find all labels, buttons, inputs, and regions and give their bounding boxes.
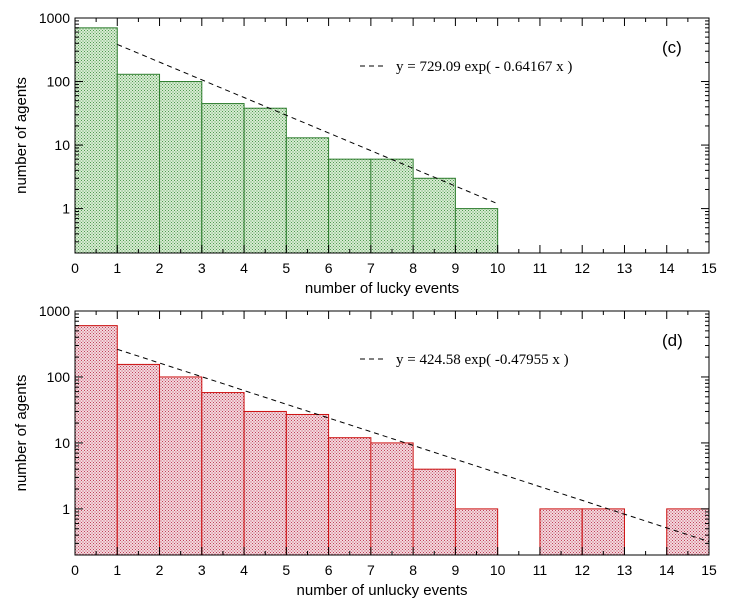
x-tick-label-c-12: 12 <box>574 260 590 276</box>
x-tick-label-d-3: 3 <box>198 562 206 578</box>
bar-c-0 <box>74 27 118 254</box>
bar-c-9 <box>454 208 499 254</box>
x-tick-label-d-7: 7 <box>367 562 375 578</box>
bar-d-12 <box>581 508 625 556</box>
bar-c-3 <box>201 103 245 254</box>
y-tick-label-c-100: 100 <box>47 74 71 90</box>
bar-c-2 <box>159 81 203 254</box>
x-tick-label-d-12: 12 <box>574 562 590 578</box>
bar-d-7 <box>370 442 414 556</box>
bar-d-3 <box>201 392 245 556</box>
x-tick-label-d-11: 11 <box>533 562 548 578</box>
bar-c-7 <box>370 158 414 254</box>
x-tick-label-d-10: 10 <box>490 562 506 578</box>
bar-d-2 <box>159 376 203 556</box>
fit-line-c <box>117 43 498 205</box>
x-tick-label-c-13: 13 <box>617 260 633 276</box>
x-tick-label-c-4: 4 <box>240 260 248 276</box>
x-axis-title-d: number of unlucky events <box>297 582 468 599</box>
x-tick-label-c-1: 1 <box>113 260 121 276</box>
y-axis-title-c: number of agents <box>13 77 30 194</box>
legend-text-d: y = 424.58 exp( -0.47955 x ) <box>396 352 569 368</box>
bars-d <box>74 325 710 556</box>
bar-c-6 <box>328 158 372 254</box>
bar-d-5 <box>285 413 330 556</box>
bar-d-0 <box>74 325 118 556</box>
x-tick-label-d-8: 8 <box>409 562 417 578</box>
y-tick-label-d-1000: 1000 <box>39 303 70 319</box>
x-tick-labels-d: 0 1 2 3 4 5 6 7 8 9 10 11 12 13 14 15 <box>71 562 717 578</box>
x-tick-label-c-14: 14 <box>659 260 675 276</box>
x-tick-label-d-9: 9 <box>452 562 460 578</box>
panel-label-d: (d) <box>662 331 683 350</box>
bar-d-14 <box>666 508 710 556</box>
x-tick-label-d-5: 5 <box>282 562 290 578</box>
ticks-d <box>74 310 710 556</box>
y-tick-labels-d: 1000 100 10 1 <box>39 303 70 517</box>
x-tick-label-c-8: 8 <box>409 260 417 276</box>
legend-text-c: y = 729.09 exp( - 0.64167 x ) <box>396 59 572 75</box>
panel-label-c: (c) <box>662 38 682 57</box>
x-tick-label-d-0: 0 <box>71 562 79 578</box>
x-tick-label-d-4: 4 <box>240 562 248 578</box>
y-tick-label-d-1: 1 <box>62 501 70 517</box>
bar-c-1 <box>116 73 161 254</box>
x-tick-label-c-2: 2 <box>156 260 164 276</box>
bar-c-4 <box>243 107 287 254</box>
x-tick-label-c-11: 11 <box>533 260 548 276</box>
bar-d-6 <box>328 437 372 556</box>
bars-c <box>74 27 499 254</box>
bar-d-11 <box>539 508 583 556</box>
bar-d-1 <box>116 363 161 556</box>
ticks-c <box>74 17 710 254</box>
x-tick-label-d-2: 2 <box>156 562 164 578</box>
x-tick-label-d-15: 15 <box>701 562 717 578</box>
fit-line-d <box>117 348 710 543</box>
y-tick-label-d-10: 10 <box>54 435 70 451</box>
y-tick-labels-c: 1000 100 10 1 <box>39 10 70 217</box>
x-tick-label-c-15: 15 <box>701 260 717 276</box>
x-tick-label-c-7: 7 <box>367 260 375 276</box>
x-tick-label-d-1: 1 <box>113 562 121 578</box>
x-tick-label-c-3: 3 <box>198 260 206 276</box>
bar-d-8 <box>412 468 456 556</box>
y-tick-label-c-1000: 1000 <box>39 10 70 26</box>
y-axis-title-d: number of agents <box>13 375 30 492</box>
bar-c-8 <box>412 177 456 254</box>
x-tick-label-c-9: 9 <box>452 260 460 276</box>
x-tick-label-c-6: 6 <box>325 260 333 276</box>
bar-c-5 <box>285 137 330 254</box>
x-tick-label-d-6: 6 <box>325 562 333 578</box>
bar-d-4 <box>243 410 287 556</box>
x-tick-label-c-0: 0 <box>71 260 79 276</box>
y-tick-label-d-100: 100 <box>47 369 71 385</box>
y-tick-label-c-1: 1 <box>62 201 70 217</box>
x-tick-label-c-5: 5 <box>282 260 290 276</box>
x-tick-label-d-13: 13 <box>617 562 633 578</box>
bar-d-9 <box>454 508 499 556</box>
y-tick-label-c-10: 10 <box>54 137 70 153</box>
x-tick-label-c-10: 10 <box>490 260 506 276</box>
x-tick-label-d-14: 14 <box>659 562 675 578</box>
x-axis-title-c: number of lucky events <box>305 280 459 297</box>
x-tick-labels-c: 0 1 2 3 4 5 6 7 8 9 10 11 12 13 14 15 <box>71 260 717 276</box>
